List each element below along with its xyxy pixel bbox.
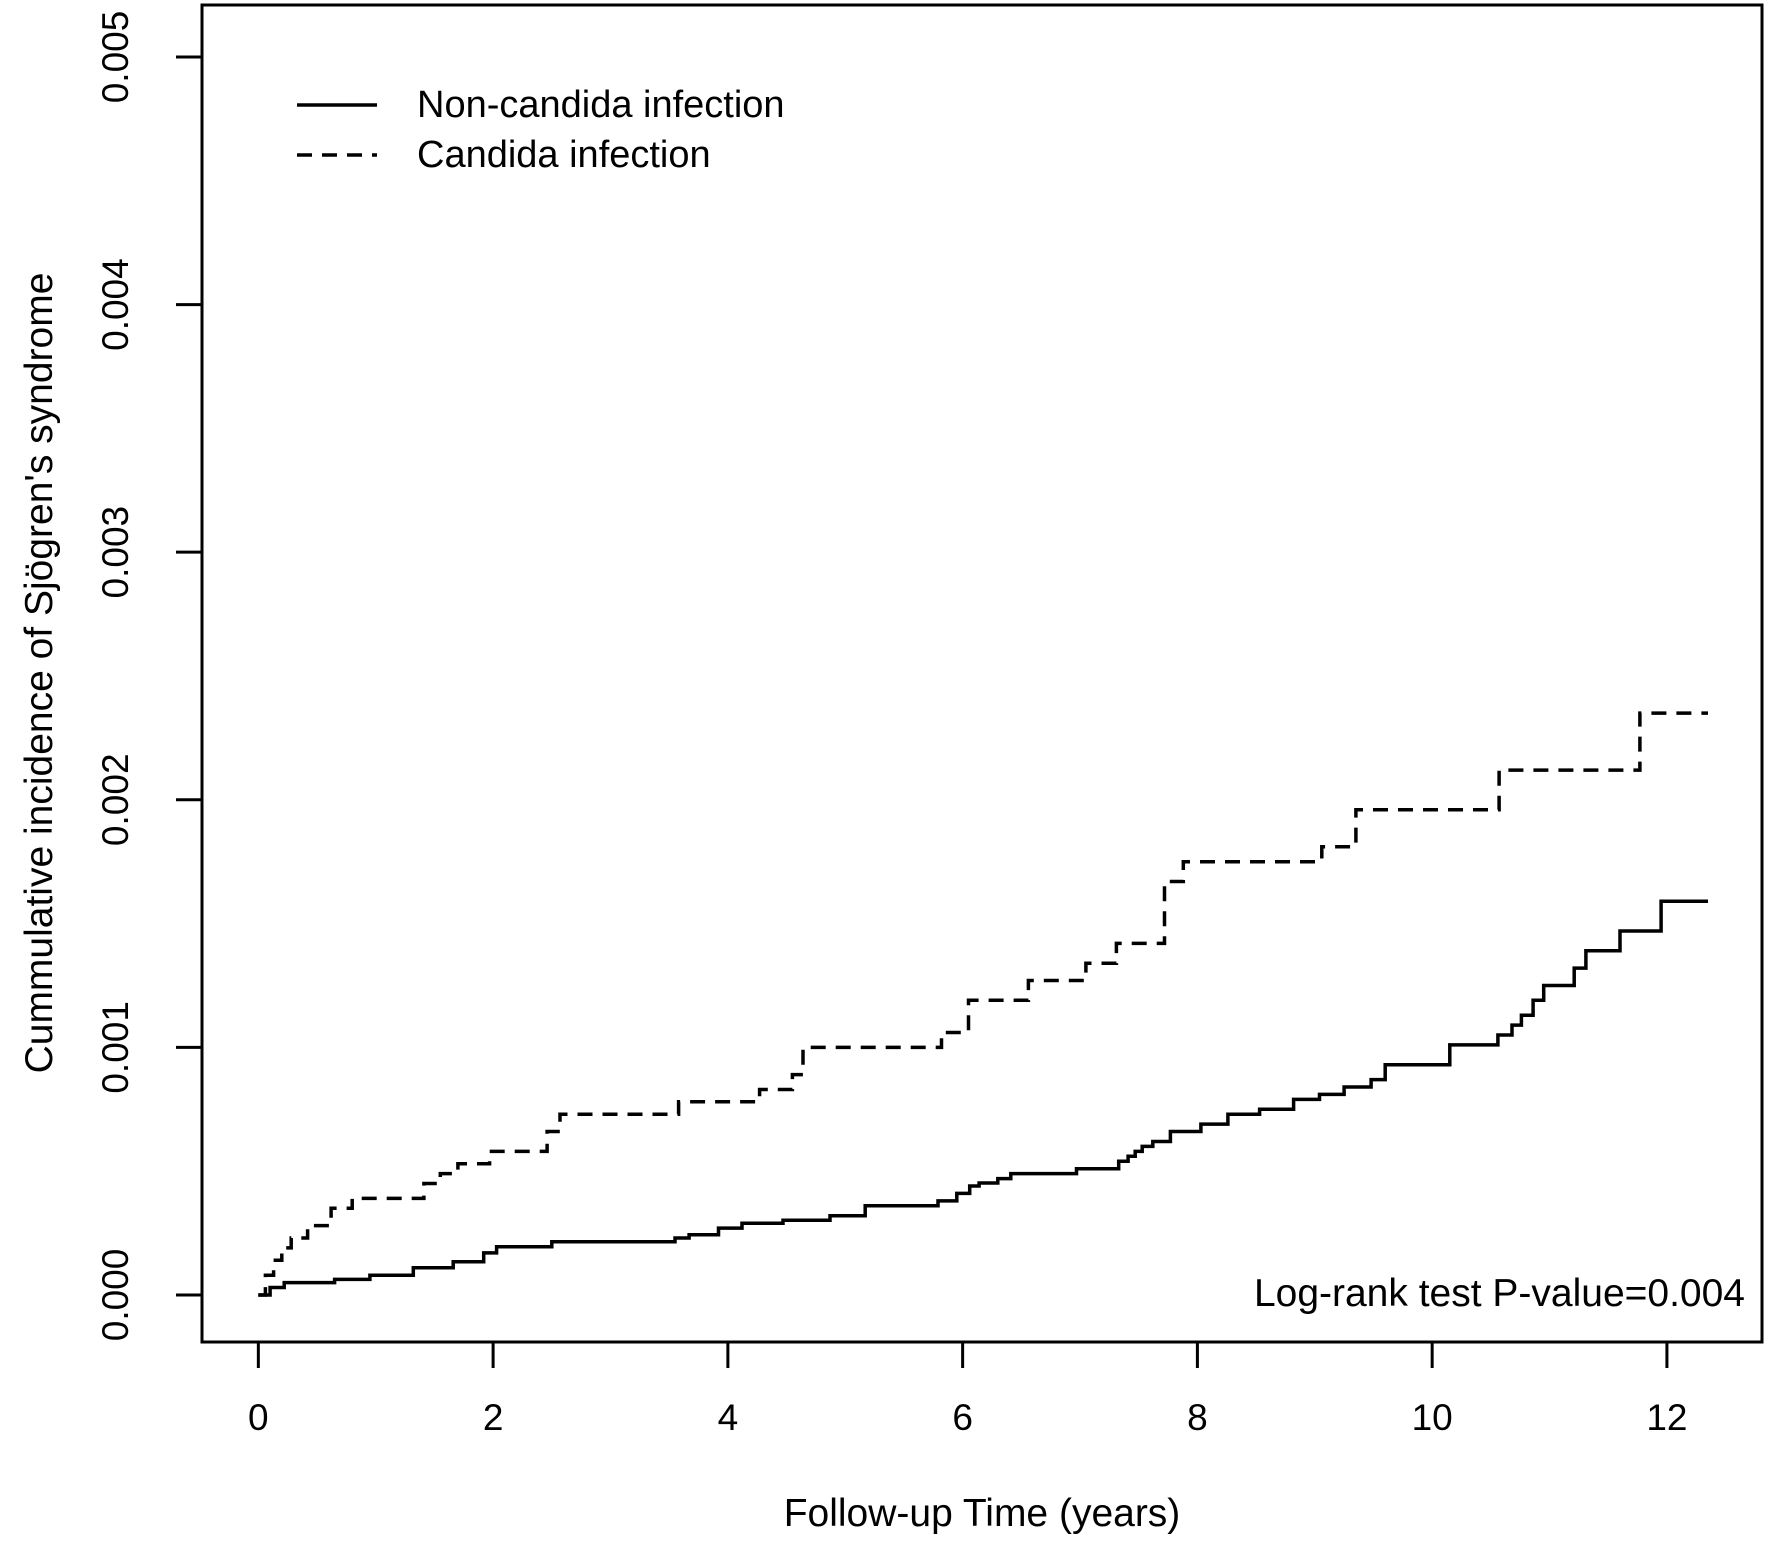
x-axis-tick-label: 2 — [483, 1397, 504, 1438]
x-axis-tick-label: 10 — [1412, 1397, 1453, 1438]
y-axis-tick-label: 0.000 — [95, 1249, 136, 1342]
legend-label-non-candida: Non-candida infection — [417, 84, 785, 126]
y-axis-tick-label: 0.002 — [95, 753, 136, 846]
series-curve-non-candida — [258, 899, 1708, 1297]
y-axis-tick-label: 0.003 — [95, 506, 136, 599]
legend-label-candida: Candida infection — [417, 134, 711, 176]
x-axis-title: Follow-up Time (years) — [783, 1492, 1181, 1535]
y-axis-tick-label: 0.001 — [95, 1001, 136, 1094]
plot-frame — [200, 3, 1764, 1344]
y-axis-title: Cummulative incidence of Sjögren's syndr… — [18, 272, 61, 1074]
series-curve-candida — [258, 711, 1708, 1297]
y-axis-tick-label: 0.005 — [95, 11, 136, 104]
x-axis-tick-label: 6 — [952, 1397, 973, 1438]
x-axis-tick-label: 0 — [248, 1397, 269, 1438]
x-axis-tick-label: 4 — [718, 1397, 739, 1438]
x-axis-tick-label: 8 — [1187, 1397, 1208, 1438]
x-axis-tick-label: 12 — [1646, 1397, 1687, 1438]
log-rank-annotation: Log-rank test P-value=0.004 — [1253, 1272, 1745, 1315]
y-axis-tick-label: 0.004 — [95, 258, 136, 351]
